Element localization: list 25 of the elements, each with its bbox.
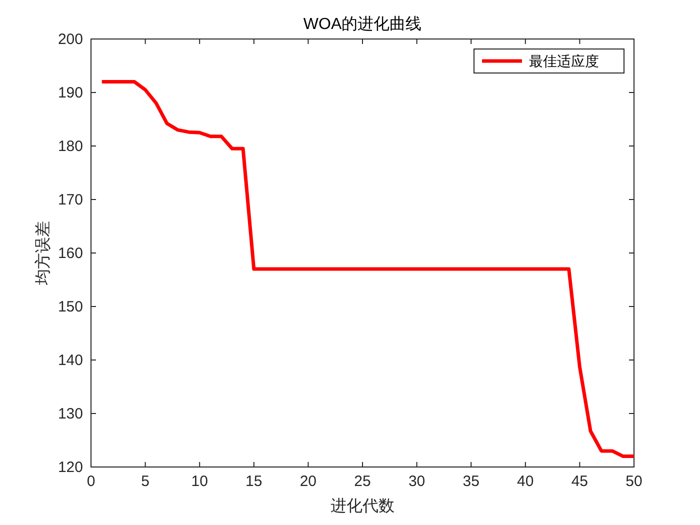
y-tick-label: 150 <box>58 298 83 316</box>
y-tick-label: 190 <box>58 84 83 102</box>
line-series <box>100 80 636 458</box>
x-axis-title: 进化代数 <box>330 497 394 515</box>
y-tick-label: 180 <box>58 138 83 155</box>
x-tick-label: 40 <box>517 473 534 490</box>
x-tick-label: 10 <box>191 473 208 490</box>
x-tick-label: 25 <box>354 473 371 490</box>
chart-title: WOA的进化曲线 <box>303 15 422 33</box>
x-tick-label: 30 <box>408 473 426 490</box>
x-tick-label: 0 <box>86 473 96 490</box>
y-axis-title: 均方误差 <box>34 221 52 286</box>
legend-label: 最佳适应度 <box>529 53 599 69</box>
x-tick-label: 50 <box>626 473 642 490</box>
x-tick-label: 20 <box>300 473 317 490</box>
y-tick-label: 140 <box>58 352 83 369</box>
y-tick-label: 160 <box>58 245 83 262</box>
y-tick-label: 200 <box>58 31 83 48</box>
y-tick-label: 130 <box>58 406 83 422</box>
y-tick-label: 170 <box>58 192 83 208</box>
x-tick-label: 45 <box>571 473 588 490</box>
x-tick-label: 5 <box>141 473 150 490</box>
x-tick-label: 35 <box>462 473 480 490</box>
x-tick-label: 15 <box>246 473 262 490</box>
y-tick-label: 120 <box>58 459 83 476</box>
